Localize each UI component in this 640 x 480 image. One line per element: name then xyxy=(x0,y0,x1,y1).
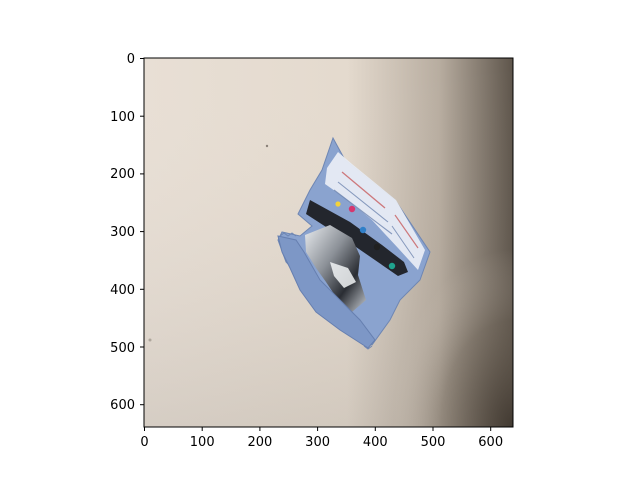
x-tick-label: 400 xyxy=(363,435,388,450)
x-tick-label: 200 xyxy=(247,435,272,450)
y-tick-label: 300 xyxy=(110,225,135,240)
x-tick-label: 0 xyxy=(140,435,148,450)
x-tick-label: 300 xyxy=(305,435,330,450)
x-tick-label: 500 xyxy=(421,435,446,450)
plot-frame xyxy=(143,57,514,428)
x-tick-label: 100 xyxy=(190,435,215,450)
y-tick-label: 100 xyxy=(110,110,135,125)
x-axis: 0 100 200 300 400 500 600 xyxy=(140,427,503,450)
x-tick-label: 600 xyxy=(478,435,503,450)
y-axis: 0 100 200 300 400 500 600 xyxy=(110,52,144,413)
y-tick-label: 600 xyxy=(110,398,135,413)
y-tick-label: 400 xyxy=(110,283,135,298)
snack-wrapper xyxy=(277,136,431,350)
y-tick-label: 0 xyxy=(127,52,135,67)
photo xyxy=(144,58,513,427)
y-tick-label: 200 xyxy=(110,167,135,182)
y-tick-label: 500 xyxy=(110,341,135,356)
